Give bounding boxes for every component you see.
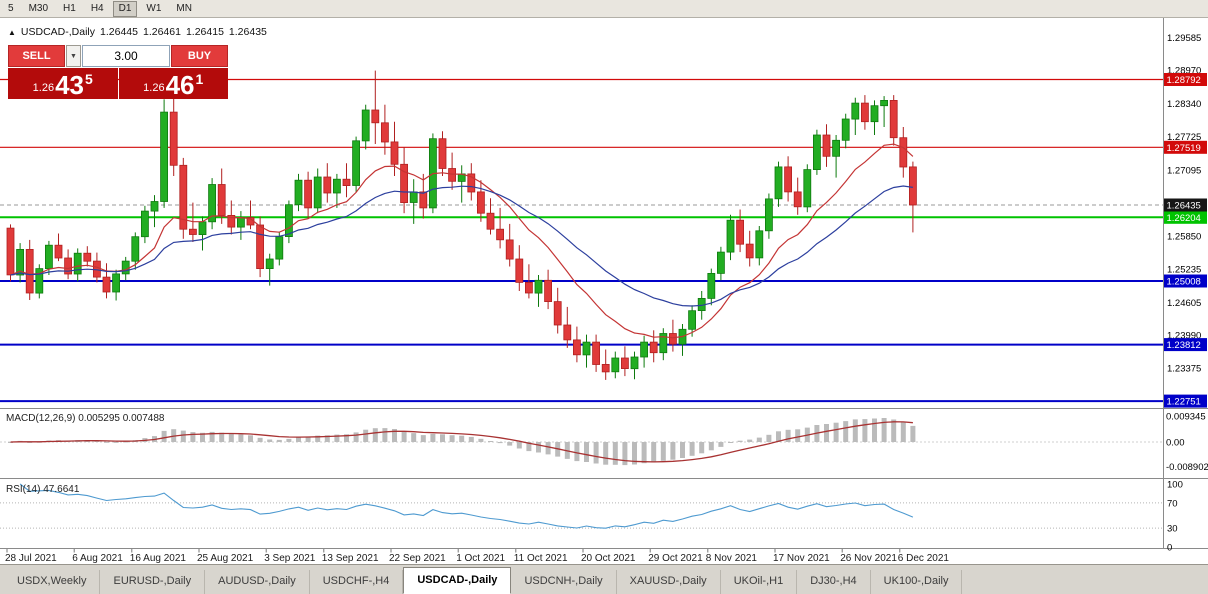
svg-text:28 Jul 2021: 28 Jul 2021 <box>5 553 57 564</box>
svg-text:6 Aug 2021: 6 Aug 2021 <box>72 553 123 564</box>
svg-text:17 Nov 2021: 17 Nov 2021 <box>773 553 830 564</box>
volume-input[interactable]: 3.00 <box>82 45 170 67</box>
svg-text:20 Oct 2021: 20 Oct 2021 <box>581 553 636 564</box>
svg-text:11 Oct 2021: 11 Oct 2021 <box>514 553 568 564</box>
timeframe-button-5[interactable]: 5 <box>2 1 20 17</box>
macd-label: MACD(12,26,9) 0.005295 0.007488 <box>6 413 165 424</box>
buy-price-pips: 46 <box>165 70 195 100</box>
svg-text:0.00: 0.00 <box>1166 438 1185 449</box>
svg-text:1.27519: 1.27519 <box>1167 143 1201 154</box>
tab-usdcnh-daily[interactable]: USDCNH-,Daily <box>511 570 617 594</box>
svg-text:1.25235: 1.25235 <box>1167 264 1201 275</box>
svg-text:1.27095: 1.27095 <box>1167 165 1201 176</box>
svg-text:25 Aug 2021: 25 Aug 2021 <box>197 553 254 564</box>
date-axis[interactable]: 28 Jul 2021 6 Aug 2021 16 Aug 2021 25 Aug 2… <box>5 549 949 564</box>
ohlc-open: 1.26445 <box>100 26 138 38</box>
timeframe-toolbar: 5 M30 H1 H4 D1 W1 MN <box>0 0 1208 18</box>
svg-text:1.28340: 1.28340 <box>1167 99 1201 110</box>
buy-price-base: 1.26 <box>143 82 165 94</box>
svg-text:1.27725: 1.27725 <box>1167 132 1201 143</box>
tab-xauusd-daily[interactable]: XAUUSD-,Daily <box>617 570 721 594</box>
moving-averages <box>10 143 914 339</box>
svg-text:100: 100 <box>1167 480 1183 491</box>
chart-title: ▲ USDCAD-,Daily 1.26445 1.26461 1.26415 … <box>8 26 267 38</box>
svg-text:3 Sep 2021: 3 Sep 2021 <box>264 553 316 564</box>
svg-text:29 Oct 2021: 29 Oct 2021 <box>648 553 703 564</box>
tab-audusd-daily[interactable]: AUDUSD-,Daily <box>205 570 310 594</box>
svg-text:1.25850: 1.25850 <box>1167 232 1201 243</box>
svg-text:13 Sep 2021: 13 Sep 2021 <box>322 553 379 564</box>
timeframe-button-m30[interactable]: M30 <box>23 1 54 17</box>
buy-price-point: 1 <box>195 71 204 87</box>
chart-window[interactable]: MACD(12,26,9) 0.005295 0.007488 RSI(14) … <box>0 18 1208 564</box>
timeframe-button-h4[interactable]: H4 <box>85 1 110 17</box>
horizontal-levels[interactable] <box>0 78 1163 403</box>
svg-text:1.23990: 1.23990 <box>1167 331 1201 342</box>
ohlc-low: 1.26415 <box>185 26 224 38</box>
collapse-arrow-icon[interactable]: ▲ <box>8 27 16 37</box>
timeframe-button-h1[interactable]: H1 <box>57 1 82 17</box>
rsi-pane-content <box>0 483 1163 529</box>
svg-text:1.25008: 1.25008 <box>1167 277 1201 288</box>
svg-text:1.29585: 1.29585 <box>1167 33 1201 44</box>
tab-usdcad-daily[interactable]: USDCAD-,Daily <box>403 567 512 594</box>
svg-text:0: 0 <box>1167 543 1172 554</box>
buy-price-display[interactable]: 1.26 46 1 <box>118 68 228 100</box>
buy-button[interactable]: BUY <box>171 45 228 67</box>
svg-text:0.009345: 0.009345 <box>1166 412 1206 423</box>
chart-canvas[interactable]: MACD(12,26,9) 0.005295 0.007488 RSI(14) … <box>0 18 1208 564</box>
sell-button[interactable]: SELL <box>8 45 65 67</box>
tab-usdx-weekly[interactable]: USDX,Weekly <box>4 570 101 594</box>
ohlc-high: 1.26461 <box>142 26 181 38</box>
svg-text:26 Nov 2021: 26 Nov 2021 <box>840 553 897 564</box>
price-axis[interactable]: 1.29585 1.28970 1.28340 1.27725 1.27095 1.264… <box>1166 33 1208 554</box>
svg-text:70: 70 <box>1167 498 1178 509</box>
macd-pane-content <box>0 418 1163 466</box>
chart-tab-bar: USDX,Weekly EURUSD-,Daily AUDUSD-,Daily USD… <box>0 564 1208 594</box>
svg-text:30: 30 <box>1167 524 1178 535</box>
sell-price-base: 1.26 <box>32 82 55 94</box>
svg-text:1 Oct 2021: 1 Oct 2021 <box>456 553 505 564</box>
tab-usdchf-h4[interactable]: USDCHF-,H4 <box>310 570 404 594</box>
timeframe-button-w1[interactable]: W1 <box>140 1 167 17</box>
svg-text:8 Nov 2021: 8 Nov 2021 <box>706 553 758 564</box>
svg-text:1.28792: 1.28792 <box>1167 75 1201 86</box>
svg-text:1.23375: 1.23375 <box>1167 363 1201 374</box>
one-click-trading-panel: SELL ▼ 3.00 BUY 1.26 43 5 1.26 46 1 <box>8 45 228 99</box>
tab-eurusd-daily[interactable]: EURUSD-,Daily <box>100 570 206 594</box>
svg-text:1.22751: 1.22751 <box>1167 397 1201 408</box>
tab-ukoil-h1[interactable]: UKOil-,H1 <box>721 570 798 594</box>
svg-text:22 Sep 2021: 22 Sep 2021 <box>389 553 446 564</box>
tab-uk100-daily[interactable]: UK100-,Daily <box>871 570 963 594</box>
svg-text:1.24605: 1.24605 <box>1167 298 1201 309</box>
volume-dropdown-button[interactable]: ▼ <box>66 45 81 67</box>
svg-text:1.26204: 1.26204 <box>1167 213 1201 224</box>
timeframe-button-mn[interactable]: MN <box>170 1 198 17</box>
symbol-period-label: USDCAD-,Daily <box>20 26 96 38</box>
svg-text:6 Dec 2021: 6 Dec 2021 <box>898 553 950 564</box>
svg-text:1.26435: 1.26435 <box>1167 201 1201 212</box>
svg-text:1.28970: 1.28970 <box>1167 66 1201 77</box>
svg-text:-0.008902: -0.008902 <box>1166 462 1208 473</box>
sell-price-point: 5 <box>85 71 93 87</box>
sell-price-display[interactable]: 1.26 43 5 <box>8 68 118 99</box>
rsi-label: RSI(14) 47.6641 <box>6 484 80 495</box>
sell-price-pips: 43 <box>55 70 85 100</box>
price-axis-badges: 1.28792 1.27519 1.26204 1.25008 1.23812 1.227… <box>1164 73 1207 408</box>
tab-dj30-h4[interactable]: DJ30-,H4 <box>797 570 871 594</box>
timeframe-button-d1[interactable]: D1 <box>112 0 138 17</box>
chevron-down-icon: ▼ <box>70 52 77 60</box>
svg-text:1.23812: 1.23812 <box>1167 340 1201 351</box>
candlestick-series <box>6 70 917 380</box>
svg-text:16 Aug 2021: 16 Aug 2021 <box>130 553 187 564</box>
ohlc-close: 1.26435 <box>228 26 267 38</box>
